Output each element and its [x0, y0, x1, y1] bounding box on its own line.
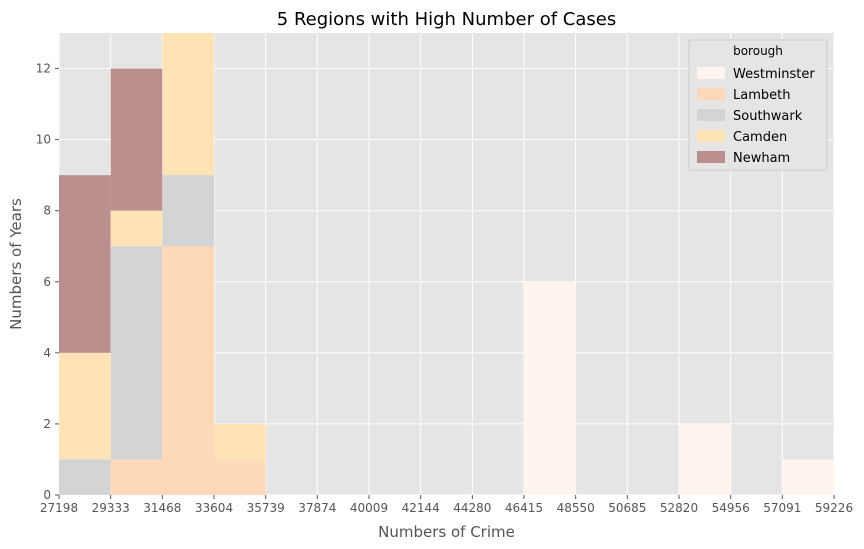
legend-item-westminster: Westminster	[697, 67, 815, 82]
legend-swatch	[697, 88, 725, 100]
legend-item-newham: Newham	[697, 151, 790, 166]
bar-newham-bin-1	[110, 68, 163, 211]
x-tick-label: 37874	[298, 501, 336, 515]
bar-westminster-bin-12	[679, 423, 731, 495]
legend-title: borough	[733, 44, 783, 58]
legend-swatch	[697, 67, 725, 79]
y-tick-label: 2	[43, 417, 51, 431]
legend-item-camden: Camden	[697, 130, 787, 145]
legend-swatch	[697, 130, 725, 142]
x-tick-label: 48550	[557, 501, 595, 515]
x-tick-label: 35739	[247, 501, 285, 515]
legend-item-lambeth: Lambeth	[697, 88, 790, 103]
legend-swatch	[697, 151, 725, 163]
x-tick-label: 31468	[143, 501, 181, 515]
y-tick-label: 0	[43, 488, 51, 502]
bar-westminster-bin-9	[524, 281, 576, 495]
bar-camden-bin-3	[214, 423, 266, 460]
y-tick-label: 8	[43, 204, 51, 218]
y-tick-label: 6	[43, 275, 51, 289]
legend-items: Westminster Lambeth Southwark Camden Newham	[697, 67, 815, 166]
x-tick-label: 50685	[608, 501, 646, 515]
x-tick-label: 44280	[453, 501, 491, 515]
bars-layer	[59, 33, 834, 495]
bar-camden-bin-0	[59, 352, 111, 460]
legend-label: Westminster	[733, 67, 815, 82]
x-tick-label: 57091	[763, 501, 801, 515]
legend-item-southwark: Southwark	[697, 109, 803, 124]
legend-label: Newham	[733, 151, 790, 166]
x-axis: 27198 29333 31468 33604 35739 37874 40009 42144…	[40, 495, 853, 515]
x-tick-label: 33604	[195, 501, 233, 515]
y-tick-label: 12	[36, 62, 51, 76]
bar-lambeth-bin-3	[214, 459, 266, 495]
legend-label: Southwark	[733, 109, 803, 124]
bar-camden-bin-2	[162, 33, 214, 176]
x-tick-label: 27198	[40, 501, 78, 515]
legend-swatch	[697, 109, 725, 121]
y-tick-label: 4	[43, 346, 51, 360]
x-tick-label: 40009	[350, 501, 388, 515]
bar-southwark-bin-1	[110, 246, 163, 460]
x-tick-label: 54956	[712, 501, 750, 515]
chart-title: 5 Regions with High Number of Cases	[277, 9, 616, 30]
legend-label: Camden	[733, 130, 787, 145]
bar-southwark-bin-2	[162, 175, 214, 247]
bar-camden-bin-1	[110, 210, 163, 247]
bar-lambeth-bin-1	[110, 459, 163, 495]
x-tick-label: 59226	[815, 501, 853, 515]
x-tick-label: 42144	[402, 501, 440, 515]
bar-newham-bin-0	[59, 175, 111, 353]
y-axis-label: Numbers of Years	[7, 198, 25, 330]
x-tick-label: 46415	[505, 501, 543, 515]
bar-westminster-bin-14	[782, 459, 834, 495]
legend-label: Lambeth	[733, 88, 790, 103]
bar-lambeth-bin-2	[162, 246, 214, 495]
y-tick-label: 10	[36, 133, 51, 147]
y-axis: 0 2 4 6 8 10 12	[36, 62, 59, 502]
x-tick-label: 29333	[92, 501, 130, 515]
x-axis-label: Numbers of Crime	[378, 523, 515, 541]
legend: borough Westminster Lambeth Southwark Camde…	[688, 39, 828, 171]
bar-southwark-bin-0	[59, 459, 111, 495]
x-tick-label: 52820	[660, 501, 698, 515]
